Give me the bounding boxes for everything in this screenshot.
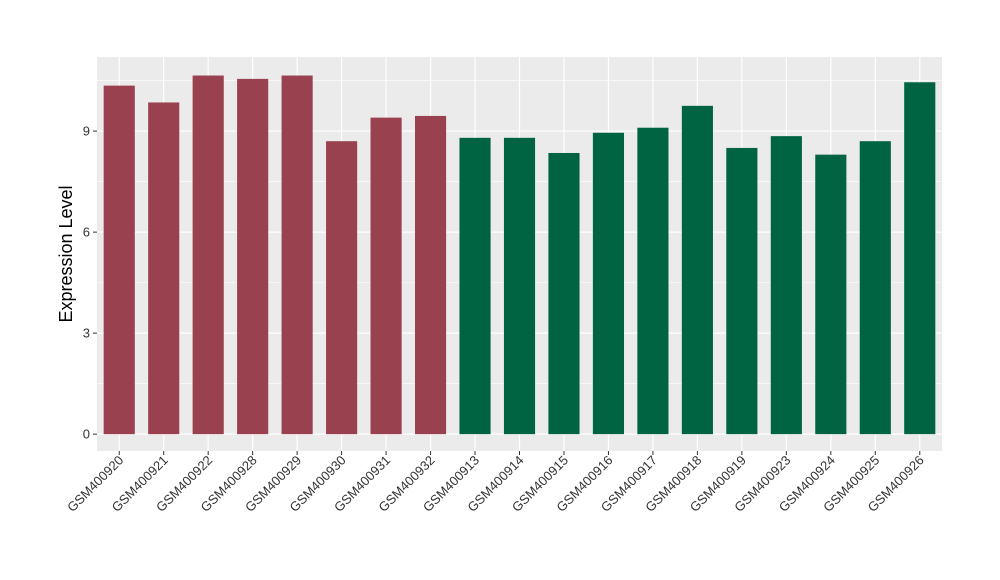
bar-GSM400923 (770, 136, 802, 435)
bar-GSM400916 (592, 132, 625, 435)
bar-GSM400917 (637, 127, 669, 435)
y-tick-label: 9 (83, 124, 90, 139)
bar-GSM400931 (370, 117, 402, 435)
bar-GSM400930 (326, 141, 358, 435)
bar-GSM400918 (681, 105, 713, 435)
bar-GSM400929 (281, 75, 313, 435)
bar-GSM400913 (459, 137, 491, 435)
bar-GSM400922 (192, 75, 224, 435)
y-tick-label: 3 (83, 326, 90, 341)
y-tick-label: 0 (83, 427, 90, 442)
bar-GSM400924 (815, 154, 847, 435)
bar-GSM400926 (904, 82, 936, 435)
bar-GSM400921 (148, 102, 180, 435)
y-axis-title: Expression Level (56, 185, 76, 322)
y-tick-label: 6 (83, 225, 90, 240)
x-axis: GSM400920GSM400921GSM400922GSM400928GSM4… (64, 451, 927, 515)
bar-GSM400915 (548, 152, 580, 435)
bar-GSM400914 (503, 137, 536, 435)
bar-GSM400925 (859, 141, 891, 435)
bar-GSM400919 (726, 147, 758, 435)
bar-GSM400928 (237, 78, 269, 435)
bar-GSM400932 (414, 115, 447, 435)
y-axis: 0 3 6 9 (83, 124, 97, 442)
bar-GSM400920 (103, 85, 135, 435)
bars (103, 75, 936, 435)
